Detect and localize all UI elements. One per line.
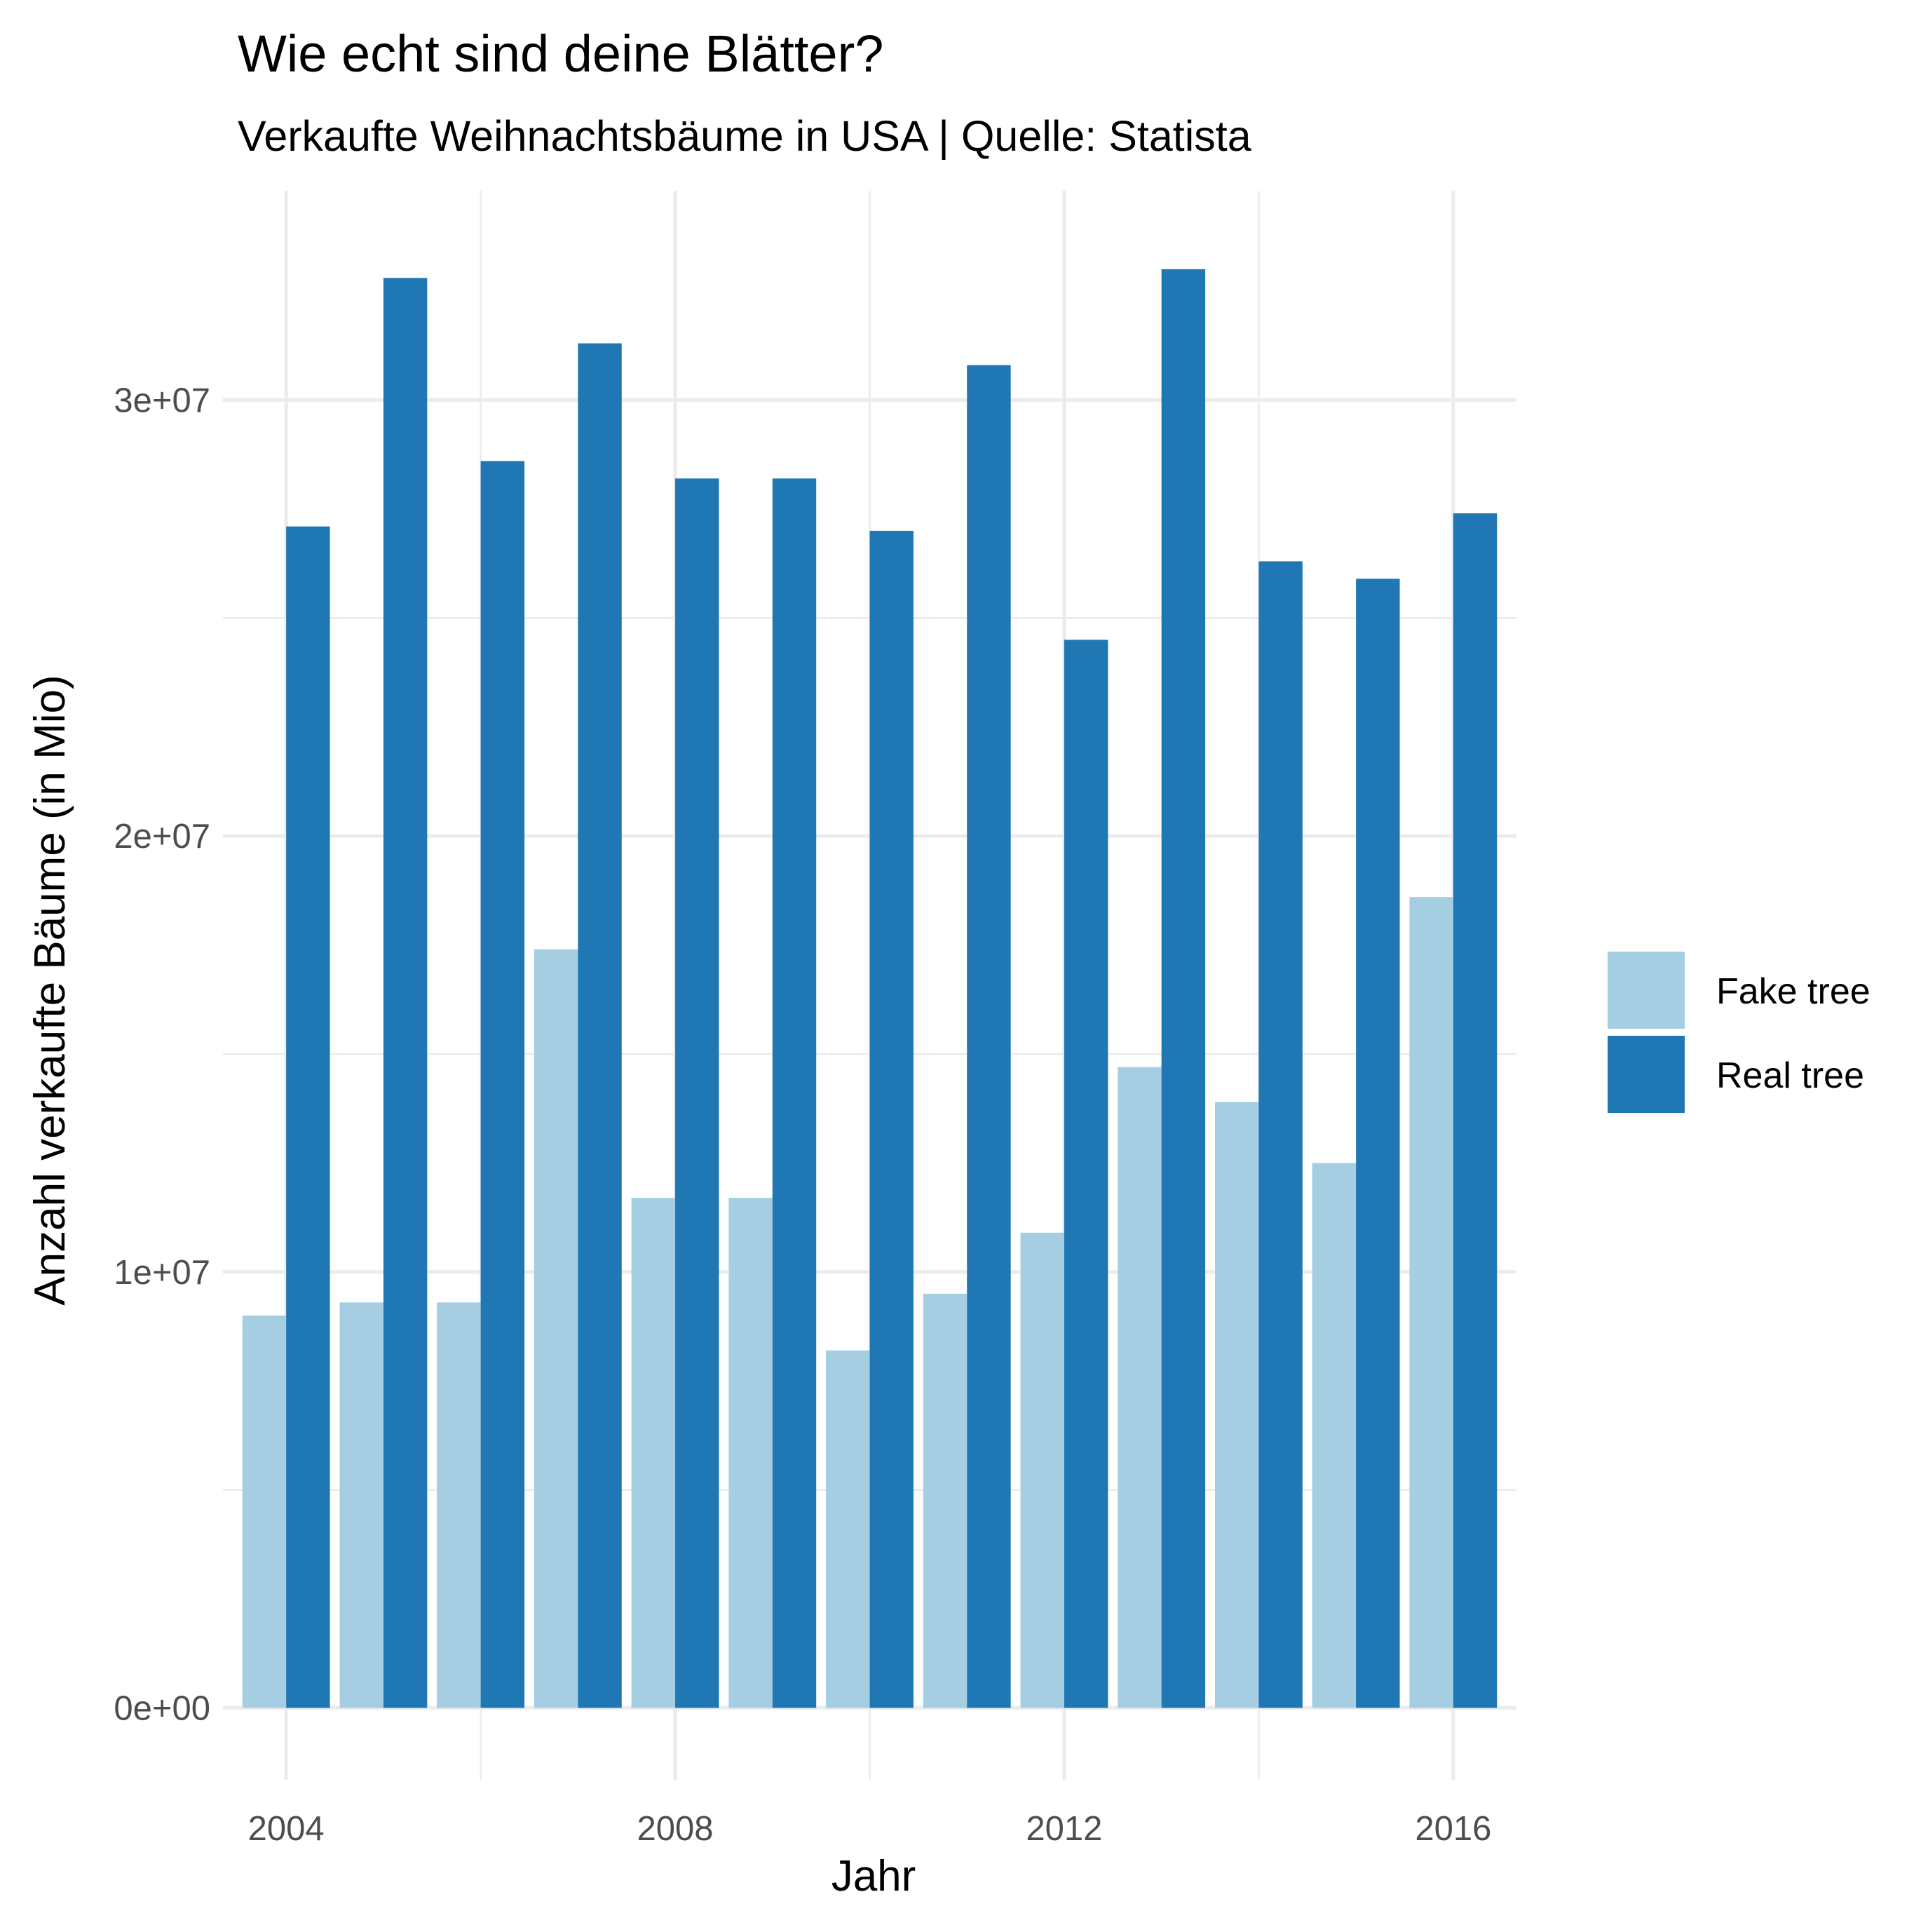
bar-real-tree-2010 — [869, 530, 914, 1708]
y-tick-label: 0e+00 — [114, 1689, 210, 1727]
bar-real-tree-2013 — [1161, 269, 1206, 1708]
bar-fake-tree-2011 — [923, 1293, 968, 1708]
bar-real-tree-2014 — [1258, 561, 1303, 1708]
bar-fake-tree-2014 — [1214, 1102, 1259, 1708]
legend-key-fake-tree — [1608, 952, 1685, 1029]
bar-real-tree-2007 — [578, 343, 622, 1708]
y-axis-title: Anzahl verkaufte Bäume (in Mio) — [26, 675, 74, 1305]
bar-fake-tree-2013 — [1118, 1067, 1162, 1708]
bar-fake-tree-2010 — [826, 1350, 870, 1708]
x-axis-title: Jahr — [831, 1852, 916, 1900]
x-tick-label: 2012 — [1026, 1810, 1102, 1848]
x-tick-label: 2008 — [637, 1810, 714, 1848]
legend-label-fake-tree: Fake tree — [1716, 971, 1871, 1012]
bar-real-tree-2008 — [675, 478, 719, 1708]
bar-real-tree-2011 — [967, 365, 1011, 1708]
bar-fake-tree-2007 — [534, 949, 578, 1708]
y-tick-label: 2e+07 — [114, 818, 210, 856]
legend-key-real-tree — [1608, 1036, 1685, 1113]
bar-fake-tree-2009 — [728, 1198, 773, 1708]
y-tick-label: 1e+07 — [114, 1254, 210, 1292]
axis-labels: 0e+00 1e+07 2e+07 3e+07 2004 2008 2012 2016 — [114, 381, 1491, 1848]
x-tick-label: 2004 — [248, 1810, 325, 1848]
bar-fake-tree-2016 — [1409, 897, 1453, 1708]
bar-real-tree-2006 — [480, 461, 525, 1708]
bar-real-tree-2004 — [286, 526, 330, 1708]
bars — [242, 269, 1498, 1708]
chart-title: Wie echt sind deine Blätter? — [238, 25, 883, 83]
bar-fake-tree-2015 — [1312, 1163, 1357, 1708]
legend-label-real-tree: Real tree — [1716, 1055, 1864, 1096]
bar-fake-tree-2006 — [437, 1302, 481, 1708]
bar-real-tree-2015 — [1356, 579, 1400, 1708]
bar-real-tree-2005 — [383, 278, 428, 1708]
x-tick-label: 2016 — [1415, 1810, 1491, 1848]
bar-real-tree-2016 — [1453, 513, 1498, 1708]
bar-real-tree-2012 — [1064, 640, 1108, 1708]
legend: Fake tree Real tree — [1608, 952, 1871, 1113]
bar-real-tree-2009 — [772, 478, 817, 1708]
bar-fake-tree-2005 — [339, 1302, 383, 1708]
bar-fake-tree-2012 — [1020, 1232, 1064, 1708]
bar-fake-tree-2004 — [242, 1315, 287, 1708]
bar-fake-tree-2008 — [631, 1198, 676, 1708]
chart-subtitle: Verkaufte Weihnachtsbäume in USA | Quell… — [238, 112, 1251, 160]
y-tick-label: 3e+07 — [114, 381, 210, 419]
